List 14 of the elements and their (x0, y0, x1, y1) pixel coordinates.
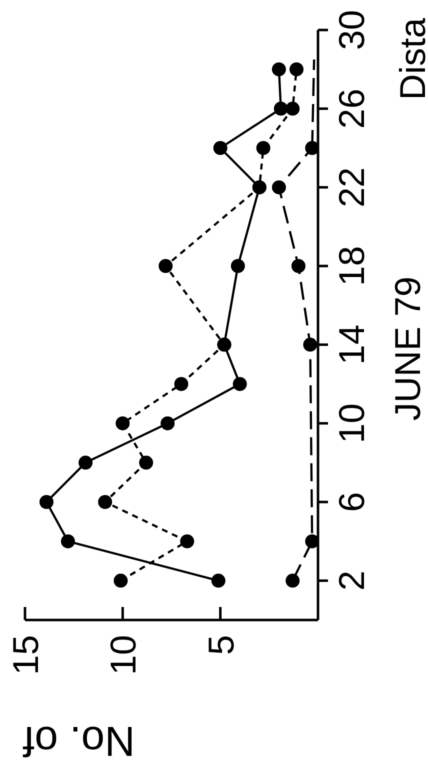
y-tick-label: 2 (331, 570, 372, 591)
x-axis-title: No. of (22, 718, 135, 765)
y-tick-label: 26 (331, 88, 372, 129)
y-tick-label: 18 (331, 246, 372, 286)
y-tick-label: 10 (331, 403, 372, 444)
y-tick-label: 6 (331, 492, 372, 512)
y-tick-label: 14 (331, 324, 372, 365)
x-tick-label: 10 (102, 635, 144, 676)
y-tick-label: 30 (331, 10, 372, 50)
y-tick-label: 22 (331, 167, 372, 208)
y-axis-title: JUNE 79 (387, 276, 428, 421)
text: Dista (392, 17, 428, 100)
x-tick-label: 15 (5, 635, 46, 676)
x-tick-label: 5 (200, 635, 242, 656)
